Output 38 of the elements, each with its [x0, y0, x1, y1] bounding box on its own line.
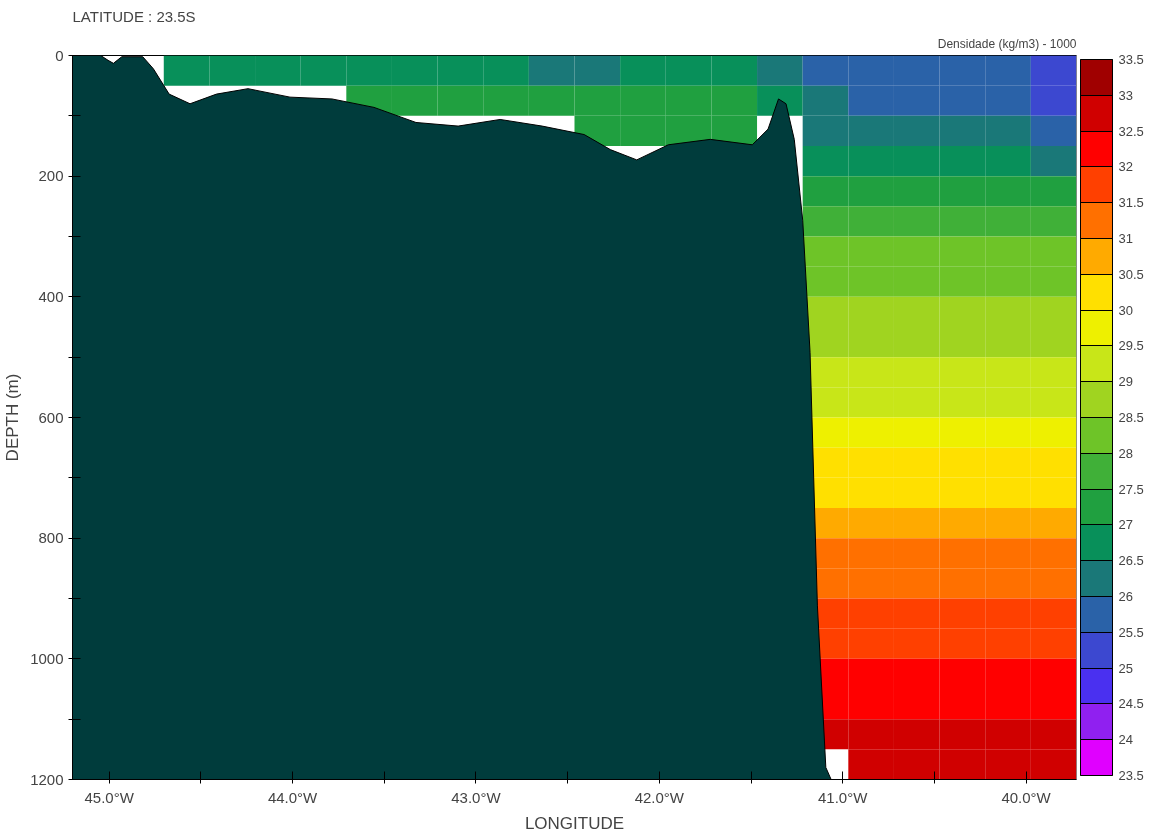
color-bar-label: 32.5: [1118, 123, 1144, 139]
color-bar-label: 33.5: [1118, 52, 1144, 67]
color-bar-label: 25.5: [1118, 624, 1144, 640]
color-bar-label: 25: [1118, 660, 1133, 676]
color-bar-label: 30.5: [1118, 266, 1144, 282]
y-tick-label: 1000: [30, 649, 64, 667]
color-bar-label: 24.5: [1118, 696, 1144, 712]
color-bar-label: 29.5: [1118, 338, 1144, 354]
color-bar-title: Densidade (kg/m3) - 1000: [937, 36, 1077, 51]
x-axis-title: LONGITUDE: [524, 813, 625, 833]
y-tick-label: 600: [38, 408, 64, 426]
x-tick-label: 41.0°W: [818, 788, 869, 806]
x-tick-label: 40.0°W: [1001, 788, 1052, 806]
color-bar-label: 28.5: [1118, 410, 1144, 425]
y-tick-label: 800: [38, 529, 64, 547]
color-bar-label: 32: [1118, 159, 1133, 175]
y-tick-label: 400: [38, 287, 64, 305]
y-tick-label: 200: [38, 167, 64, 185]
y-tick-label: 1200: [30, 770, 64, 788]
x-tick-label: 45.0°W: [84, 788, 135, 806]
x-tick-label: 44.0°W: [267, 788, 319, 806]
color-bar-label: 31.5: [1118, 195, 1144, 211]
y-axis-title: DEPTH (m): [3, 373, 23, 462]
x-tick-label: 42.0°W: [634, 788, 685, 806]
x-tick-label: 43.0°W: [451, 788, 502, 806]
color-bar-label: 23.5: [1118, 768, 1144, 783]
color-bar-label: 33: [1118, 87, 1133, 103]
color-bar-label: 26: [1118, 589, 1133, 604]
color-bar-label: 29: [1118, 374, 1133, 390]
color-bar-label: 27: [1118, 517, 1133, 533]
color-bar-label: 27.5: [1118, 481, 1144, 497]
color-bar-label: 24: [1118, 732, 1133, 748]
y-tick-label: 0: [55, 46, 64, 64]
color-bar-label: 28: [1118, 445, 1133, 461]
chart-title: LATITUDE : 23.5S: [72, 7, 196, 25]
color-bar-label: 26.5: [1118, 553, 1144, 569]
color-bar-label: 30: [1118, 302, 1133, 318]
color-bar-label: 31: [1118, 231, 1133, 246]
